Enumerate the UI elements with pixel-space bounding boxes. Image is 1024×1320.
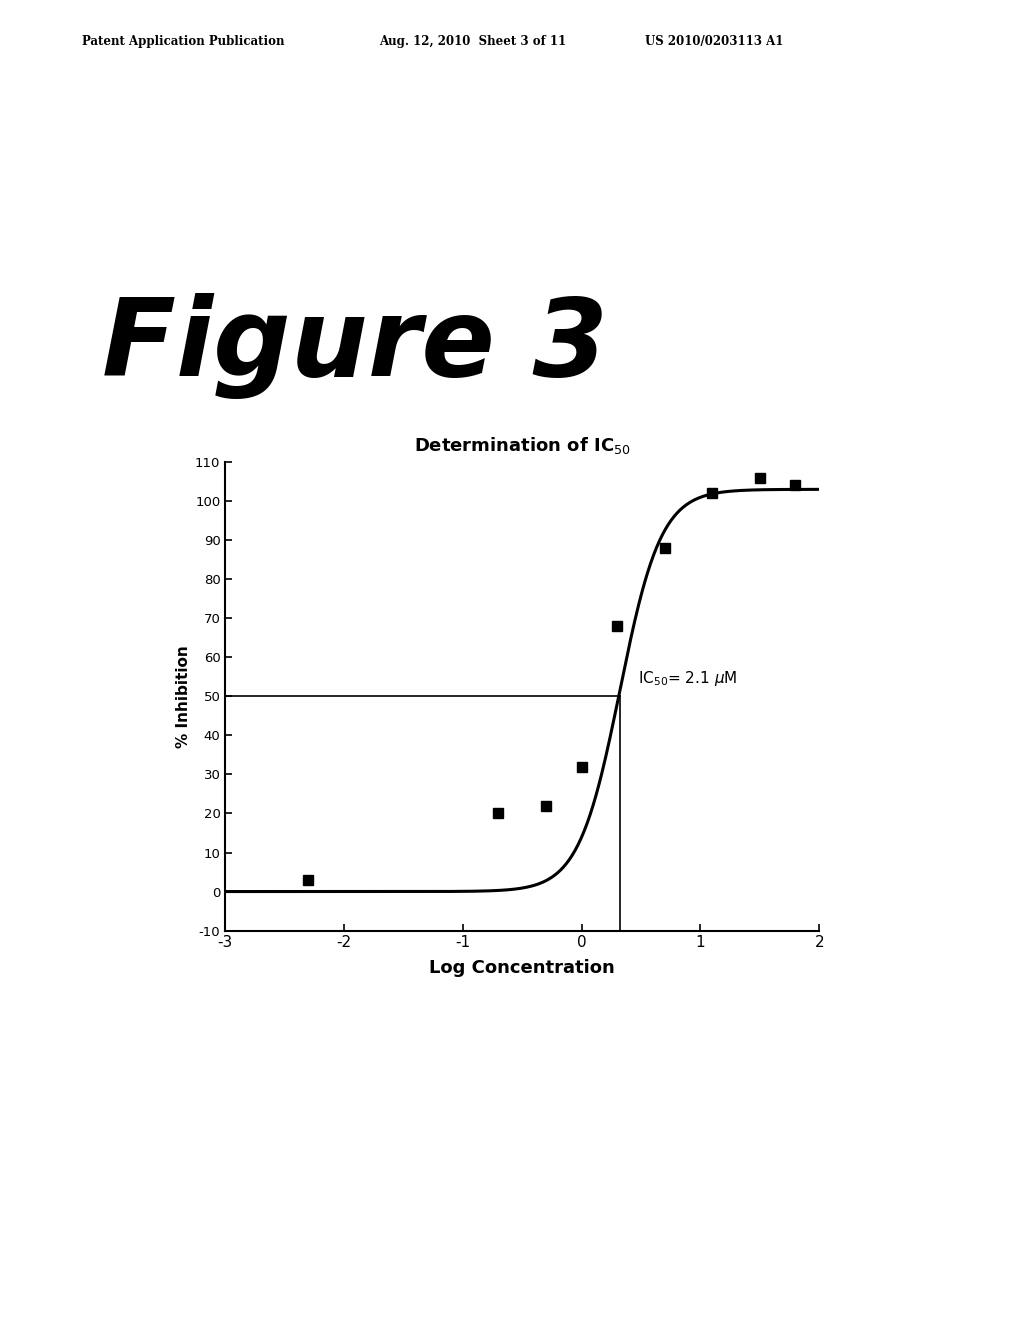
Text: Figure 3: Figure 3 (102, 293, 608, 399)
Text: IC$_{50}$= 2.1 $\mu$M: IC$_{50}$= 2.1 $\mu$M (638, 669, 737, 689)
Text: US 2010/0203113 A1: US 2010/0203113 A1 (645, 34, 783, 48)
Y-axis label: % Inhibition: % Inhibition (176, 645, 190, 747)
Title: Determination of IC$_{50}$: Determination of IC$_{50}$ (414, 434, 631, 455)
Text: Aug. 12, 2010  Sheet 3 of 11: Aug. 12, 2010 Sheet 3 of 11 (379, 34, 566, 48)
Text: Patent Application Publication: Patent Application Publication (82, 34, 285, 48)
X-axis label: Log Concentration: Log Concentration (429, 958, 615, 977)
